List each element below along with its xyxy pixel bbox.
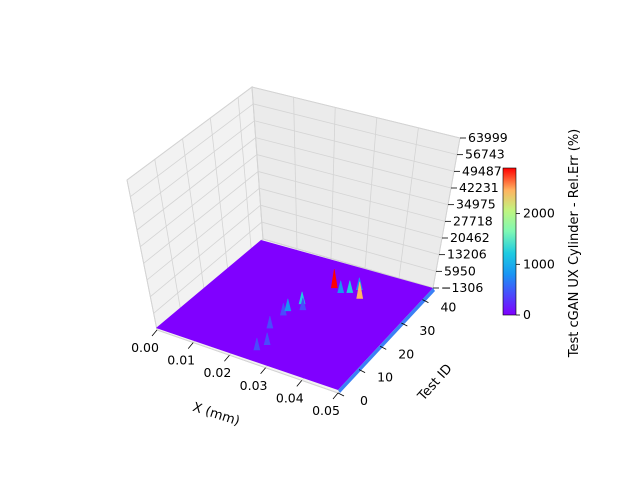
surface-spike <box>330 269 338 289</box>
colorbar: 0 1000 2000 Test cGAN UX Cylinder - Rel.Er… <box>502 129 582 359</box>
y-tick-mark <box>358 369 366 374</box>
z-grid-line <box>130 103 458 197</box>
colorbar-gradient <box>502 167 517 316</box>
z-tick-label: 20462 <box>450 230 490 245</box>
y-axis-ticks: 0 10 20 30 40 <box>337 299 456 408</box>
colorbar-tick-label: 0 <box>523 307 531 322</box>
x-tick-mark <box>332 392 339 400</box>
x-tick-label: 0.01 <box>167 353 195 368</box>
surface-spike <box>266 316 274 329</box>
x-tick-mark <box>260 367 266 375</box>
x-axis-label: X (mm) <box>191 400 242 429</box>
x-tick-label: 0.00 <box>131 340 159 355</box>
y-grid-line-left <box>237 97 252 250</box>
x-tick-mark <box>224 354 230 362</box>
x-grid-line-back <box>293 97 298 249</box>
z-grid-line <box>136 137 452 231</box>
z-tick-label: 49487 <box>462 163 502 178</box>
y-tick-mark <box>380 345 387 350</box>
y-tick-label: 10 <box>377 370 393 385</box>
x-tick-label: 0.04 <box>276 390 304 405</box>
x-grid-line-back <box>330 107 336 259</box>
z-tick-label: −1306 <box>441 280 483 295</box>
y-tick-label: 0 <box>360 393 368 408</box>
y-tick-label: 30 <box>419 323 435 338</box>
y-grid-line-left <box>154 159 181 310</box>
x-axis-ticks: 0.00 0.01 0.02 0.03 0.04 0.05 <box>131 329 340 418</box>
z-grid-line <box>133 120 455 214</box>
y-grid-line-left <box>182 138 205 290</box>
y-tick-mark <box>401 322 408 327</box>
z-grid-line <box>150 204 440 297</box>
x-grid-line-back <box>364 117 378 269</box>
surface-spike <box>356 281 364 299</box>
surface-edge <box>338 288 435 393</box>
y-tick-mark <box>422 299 429 304</box>
y-axis-label: Test ID <box>415 361 456 404</box>
z-tick-label: 56743 <box>465 147 505 162</box>
x-tick-label: 0.05 <box>312 403 340 418</box>
x-tick-mark <box>296 380 303 387</box>
x-grid-line-back <box>398 127 419 279</box>
z-grid-line <box>153 221 437 314</box>
z-tick-label: 5950 <box>444 263 476 278</box>
z-tick-label: 63999 <box>468 130 508 145</box>
surface-spike <box>299 297 307 311</box>
z-tick-label: 13206 <box>447 247 487 262</box>
colorbar-tick-label: 2000 <box>523 206 555 221</box>
z-tick-label: 42231 <box>459 180 499 195</box>
y-grid-line-left <box>126 179 158 331</box>
surface-spike <box>337 280 345 293</box>
y-grid-line-left <box>209 117 229 270</box>
x-tick-label: 0.02 <box>203 365 231 380</box>
x-tick-mark <box>151 329 158 337</box>
x-grid-line-back <box>432 137 461 289</box>
surface-spike <box>279 303 287 316</box>
y-grid-line <box>156 329 339 394</box>
surface-floor <box>156 240 433 390</box>
colorbar-ticks: 0 1000 2000 <box>516 206 555 322</box>
z-grid-line <box>146 187 443 281</box>
surface-spikes <box>253 269 364 351</box>
x-tick-mark <box>187 342 194 349</box>
surface-spike <box>253 337 261 351</box>
colorbar-label: Test cGAN UX Cylinder - Rel.Err (%) <box>567 129 582 359</box>
x-grid-line-back <box>251 86 264 240</box>
colorbar-tick-label: 1000 <box>523 256 555 271</box>
z-grid-line <box>140 154 449 247</box>
surface-spike <box>263 332 271 345</box>
z-tick-label: 34975 <box>456 197 496 212</box>
surface-spike <box>346 280 354 293</box>
surface-spike <box>284 298 292 312</box>
x-tick-label: 0.03 <box>240 378 268 393</box>
y-tick-mark <box>337 392 345 397</box>
z-grid-line <box>143 171 446 264</box>
z-grid-line <box>126 86 461 181</box>
z-tick-label: 27718 <box>453 213 493 228</box>
y-tick-label: 40 <box>440 300 456 315</box>
y-tick-label: 20 <box>398 346 414 361</box>
